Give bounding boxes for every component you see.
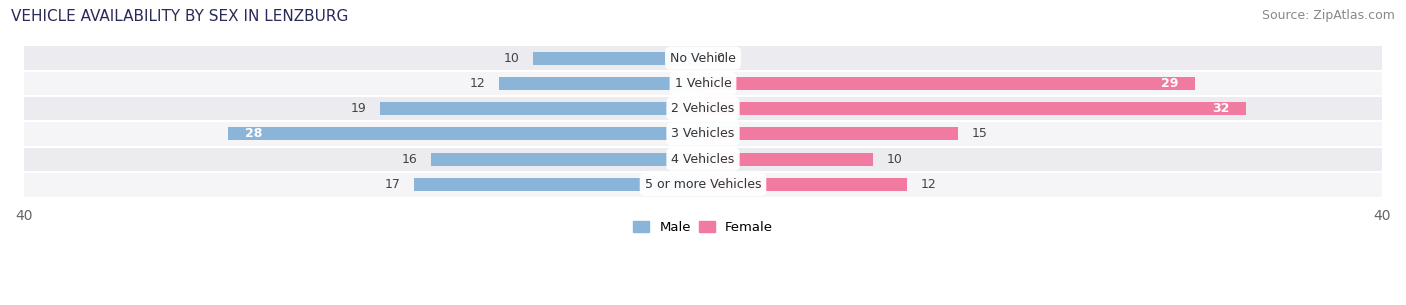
- Bar: [432, 152, 703, 166]
- Bar: [228, 127, 703, 141]
- Text: 4 Vehicles: 4 Vehicles: [672, 153, 734, 166]
- Bar: [24, 96, 1382, 121]
- Bar: [24, 121, 1382, 146]
- Bar: [533, 52, 703, 65]
- Bar: [703, 77, 1195, 90]
- Text: 3 Vehicles: 3 Vehicles: [672, 127, 734, 140]
- Text: 15: 15: [972, 127, 987, 140]
- Text: 10: 10: [503, 52, 520, 65]
- Text: 10: 10: [886, 153, 903, 166]
- Text: 29: 29: [1161, 77, 1178, 90]
- Text: Source: ZipAtlas.com: Source: ZipAtlas.com: [1261, 9, 1395, 22]
- Text: 17: 17: [385, 178, 401, 191]
- Bar: [24, 172, 1382, 197]
- Bar: [24, 45, 1382, 71]
- Text: 1 Vehicle: 1 Vehicle: [675, 77, 731, 90]
- Bar: [499, 77, 703, 90]
- Bar: [381, 102, 703, 115]
- Text: 12: 12: [470, 77, 485, 90]
- Text: 28: 28: [245, 127, 262, 140]
- Bar: [24, 146, 1382, 172]
- Legend: Male, Female: Male, Female: [627, 215, 779, 239]
- Text: 0: 0: [717, 52, 724, 65]
- Text: 12: 12: [921, 178, 936, 191]
- Text: 32: 32: [1212, 102, 1229, 115]
- Text: 19: 19: [352, 102, 367, 115]
- Text: 2 Vehicles: 2 Vehicles: [672, 102, 734, 115]
- Bar: [703, 127, 957, 141]
- Bar: [24, 71, 1382, 96]
- Text: VEHICLE AVAILABILITY BY SEX IN LENZBURG: VEHICLE AVAILABILITY BY SEX IN LENZBURG: [11, 9, 349, 24]
- Bar: [703, 178, 907, 191]
- Bar: [703, 102, 1246, 115]
- Bar: [703, 152, 873, 166]
- Text: 5 or more Vehicles: 5 or more Vehicles: [645, 178, 761, 191]
- Text: 16: 16: [402, 153, 418, 166]
- Bar: [415, 178, 703, 191]
- Text: No Vehicle: No Vehicle: [671, 52, 735, 65]
